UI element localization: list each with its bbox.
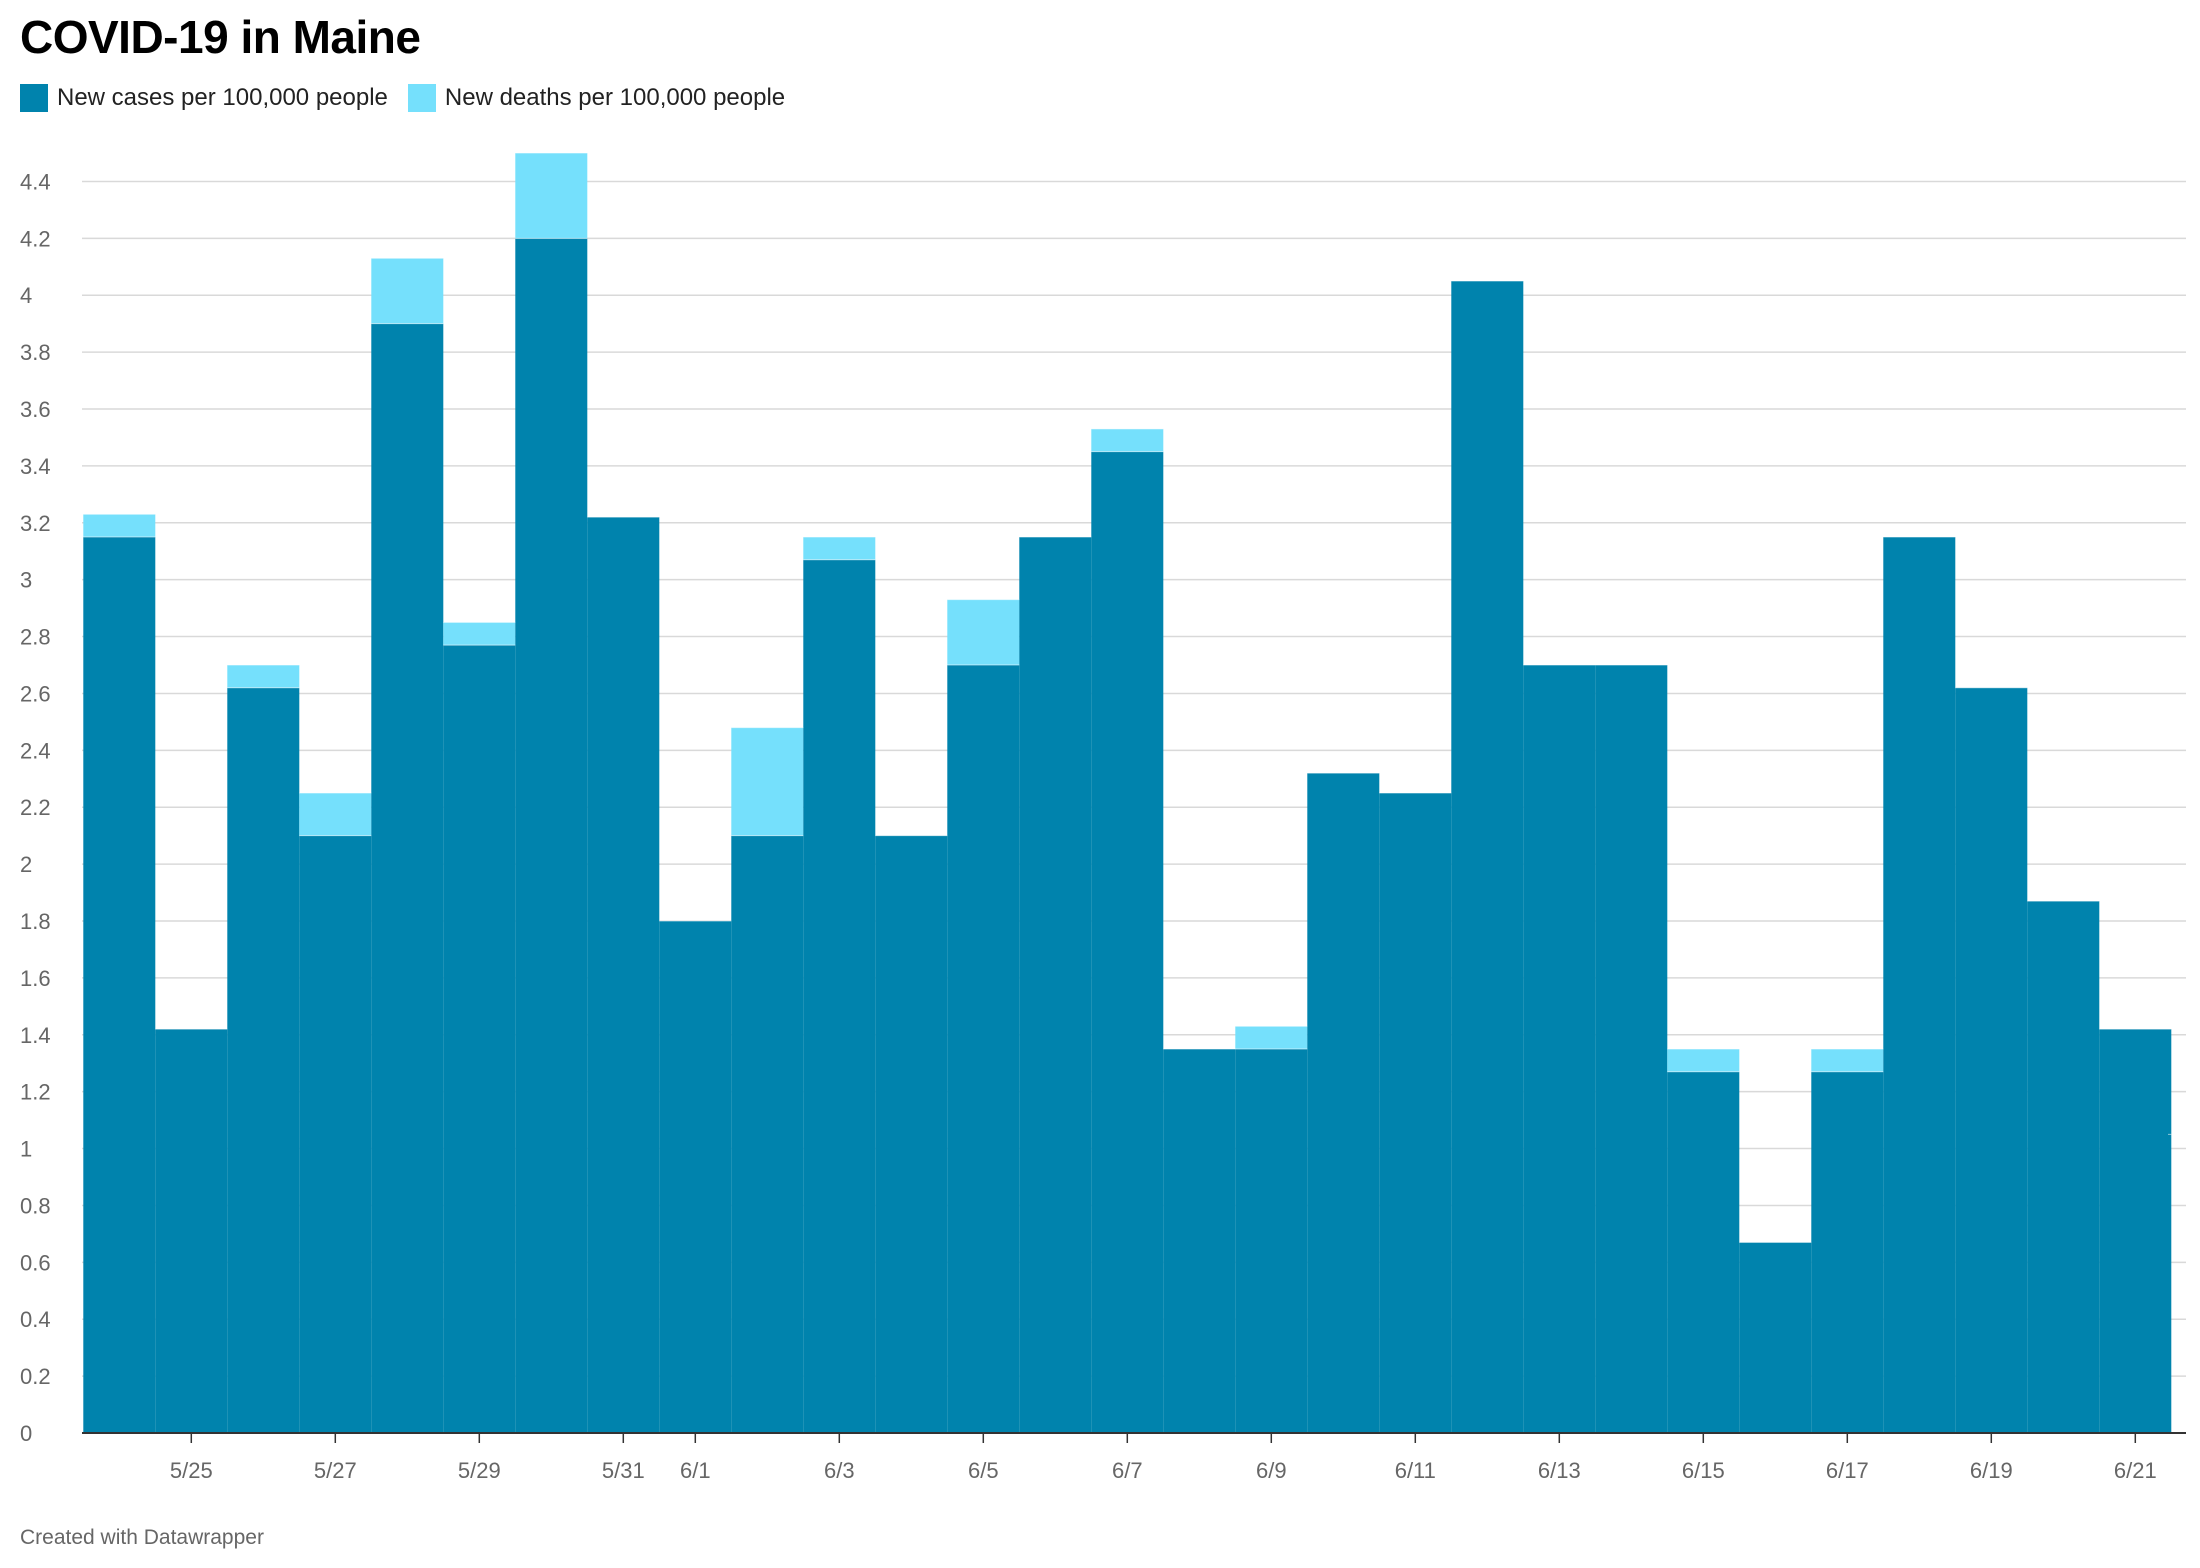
bar-deaths (227, 665, 300, 688)
y-tick-label: 3.2 (20, 511, 51, 536)
y-tick-label: 4.4 (20, 169, 51, 194)
x-tick-label: 5/31 (602, 1458, 645, 1483)
y-tick-label: 0.2 (20, 1364, 51, 1389)
footer-credit: Created with Datawrapper (20, 1526, 264, 1549)
y-tick-label: 1.8 (20, 909, 51, 934)
bar-cases (371, 323, 444, 1434)
bar-cases (1811, 1071, 1884, 1433)
bar-cases (443, 645, 516, 1433)
x-tick-label: 6/17 (1826, 1458, 1869, 1483)
x-tick-label: 6/1 (680, 1458, 711, 1483)
x-tick-label: 6/21 (2114, 1458, 2157, 1483)
y-tick-label: 0.8 (20, 1193, 51, 1218)
bar-cases (587, 517, 660, 1433)
legend-label-cases: New cases per 100,000 people (57, 84, 388, 111)
y-tick-label: 3.6 (20, 397, 51, 422)
x-tick-label: 6/9 (1256, 1458, 1287, 1483)
bar-deaths (1667, 1049, 1740, 1072)
bar-cases (803, 559, 876, 1433)
bar-cases (1091, 451, 1164, 1434)
y-tick-label: 3.8 (20, 340, 51, 365)
bar-deaths (371, 258, 444, 324)
bar-cases (1451, 281, 1524, 1433)
bar-cases (947, 665, 1020, 1433)
bar-cases (731, 835, 804, 1433)
bar-cases (875, 835, 948, 1433)
y-tick-label: 0 (20, 1421, 32, 1446)
y-tick-label: 2.6 (20, 681, 51, 706)
bar-cases (1739, 1242, 1812, 1433)
bar-cases (1595, 665, 1668, 1433)
y-tick-label: 2.8 (20, 625, 51, 650)
bar-cases (227, 687, 300, 1433)
y-tick-label: 0.6 (20, 1250, 51, 1275)
bars (83, 152, 2172, 1434)
bar-deaths (515, 153, 588, 239)
y-tick-label: 3.4 (20, 454, 51, 479)
y-tick-label: 2.4 (20, 738, 51, 763)
bar-cases (1019, 537, 1092, 1433)
bar-cases (1955, 687, 2028, 1433)
axes: 0 0.2 0.4 0.6 0.8 1 1.2 1.4 1.6 1.8 2 2.2 2.4 2.6 2.8 3… (20, 169, 2186, 1483)
y-tick-label: 4 (20, 283, 32, 308)
bar-deaths (1235, 1026, 1308, 1049)
legend-swatch-deaths (407, 84, 436, 112)
bar-deaths (947, 599, 1020, 665)
bar-deaths (443, 622, 516, 646)
bar-cases (659, 921, 732, 1433)
bar-cases (299, 835, 372, 1433)
y-tick-label: 1.6 (20, 966, 51, 991)
x-tick-label: 6/3 (824, 1458, 855, 1483)
y-tick-label: 2.2 (20, 795, 51, 820)
x-tick-label: 6/13 (1538, 1458, 1581, 1483)
x-tick-label: 6/19 (1970, 1458, 2013, 1483)
bar-cases (1235, 1049, 1308, 1433)
legend-item-deaths: New deaths per 100,000 people (407, 84, 786, 112)
bar-cases (155, 1029, 228, 1433)
bar-deaths (731, 727, 804, 836)
bar-cases (1163, 1049, 1236, 1433)
bar-cases (515, 238, 588, 1433)
bar-deaths (1091, 428, 1164, 452)
legend-swatch-cases (20, 84, 48, 112)
x-tick-label: 6/5 (968, 1458, 999, 1483)
chart-title: COVID-19 in Maine (20, 11, 421, 63)
bar-cases (1883, 537, 1956, 1433)
bar-outline (83, 152, 2172, 1243)
y-tick-label: 1.4 (20, 1023, 51, 1048)
legend-item-cases: New cases per 100,000 people (20, 84, 388, 112)
y-tick-label: 3 (20, 568, 32, 593)
y-tick-label: 4.2 (20, 226, 51, 251)
bar-cases (1667, 1071, 1740, 1433)
x-tick-label: 6/11 (1395, 1458, 1436, 1483)
x-tick-label: 6/7 (1112, 1458, 1143, 1483)
bar-cases (1379, 793, 1452, 1433)
y-tick-label: 1 (20, 1137, 32, 1162)
x-tick-label: 5/29 (458, 1458, 501, 1483)
x-tick-label: 5/27 (314, 1458, 357, 1483)
legend: New cases per 100,000 people New deaths … (20, 84, 805, 112)
y-tick-label: 2 (20, 852, 32, 877)
bar-cases (83, 537, 156, 1433)
bar-cases (1307, 773, 1380, 1433)
bar-deaths (803, 537, 876, 560)
y-tick-label: 0.4 (20, 1307, 51, 1332)
y-tick-label: 1.2 (20, 1080, 51, 1105)
bar-deaths (1811, 1049, 1884, 1072)
legend-label-deaths: New deaths per 100,000 people (444, 84, 786, 111)
bar-deaths (299, 793, 372, 836)
bar-deaths (83, 514, 156, 537)
x-tick-label: 6/15 (1682, 1458, 1725, 1483)
bar-cases (2027, 901, 2100, 1433)
bar-cases (2099, 1029, 2172, 1433)
bar-cases (1523, 665, 1596, 1433)
x-tick-label: 5/25 (170, 1458, 213, 1483)
